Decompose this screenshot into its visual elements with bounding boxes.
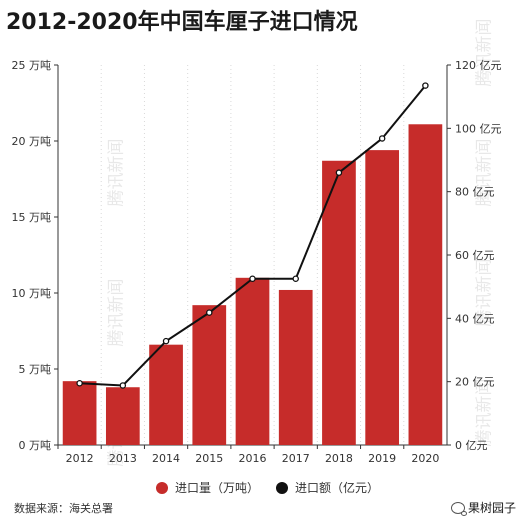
legend-marker-line [276, 482, 288, 494]
x-tick-label: 2016 [239, 452, 267, 465]
wechat-icon [450, 501, 467, 516]
bar [105, 387, 140, 445]
x-tick-label: 2017 [282, 452, 310, 465]
bar [235, 277, 270, 445]
x-tick-label: 2015 [195, 452, 223, 465]
left-tick-label: 25 万吨 [12, 59, 52, 72]
legend-marker-bar [156, 482, 168, 494]
right-tick-label: 60 亿元 [455, 249, 495, 262]
line-point [378, 135, 386, 142]
right-tick-label: 100 亿元 [455, 122, 502, 135]
right-tick-label: 80 亿元 [455, 186, 495, 199]
line-point [292, 275, 299, 282]
bar [322, 160, 356, 445]
bar [408, 124, 443, 445]
bar [62, 381, 97, 445]
line-point [422, 82, 429, 89]
bar [192, 305, 227, 445]
bar [149, 344, 183, 445]
line-point [76, 379, 83, 387]
right-tick-label: 40 亿元 [455, 312, 495, 325]
line-point [249, 275, 256, 282]
line-point [162, 337, 170, 345]
brand: 果树园子 [450, 499, 516, 516]
x-tick-label: 2019 [368, 452, 396, 465]
x-tick-label: 2020 [411, 452, 439, 465]
right-tick-label: 120 亿元 [455, 59, 502, 72]
line-point [206, 309, 213, 316]
x-tick-label: 2012 [66, 452, 94, 465]
chart-title: 2012-2020年中国车厘子进口情况 [6, 10, 358, 35]
left-tick-label: 10 万吨 [12, 287, 52, 300]
line-point [119, 382, 127, 389]
x-tick-label: 2018 [325, 452, 353, 465]
right-tick-label: 0 亿元 [455, 439, 488, 452]
x-tick-label: 2013 [109, 452, 137, 465]
legend-label: 进口量（万吨） [175, 481, 259, 495]
right-tick-label: 20 亿元 [455, 376, 495, 389]
source-note: 数据来源：海关总署 [14, 502, 113, 515]
left-tick-label: 20 万吨 [12, 135, 52, 148]
left-tick-label: 0 万吨 [19, 439, 52, 452]
bar [278, 289, 313, 445]
legend-label: 进口额（亿元） [295, 480, 379, 495]
bar [365, 150, 400, 445]
left-tick-label: 15 万吨 [12, 211, 52, 224]
x-tick-label: 2014 [152, 452, 180, 465]
left-tick-label: 5 万吨 [19, 363, 52, 376]
line-point [335, 169, 343, 176]
brand-name: 果树园子 [467, 501, 516, 515]
